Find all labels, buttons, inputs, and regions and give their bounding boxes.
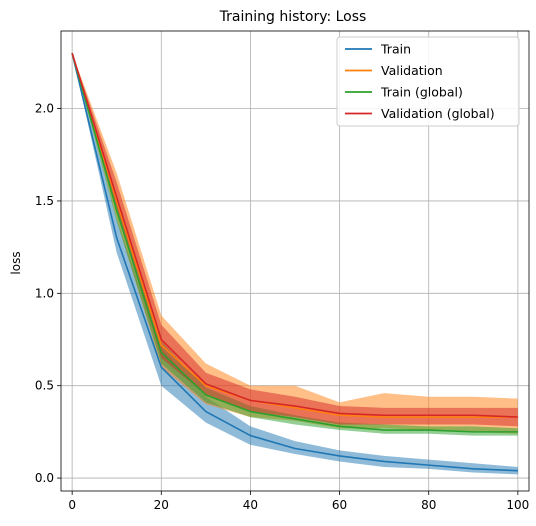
legend-label-train-global: Train (global) <box>380 85 463 100</box>
plot-frame <box>60 30 530 492</box>
x-tick-label: 0 <box>68 498 76 512</box>
y-tick-label: 0.0 <box>35 471 54 485</box>
x-tick-label: 60 <box>332 498 347 512</box>
series-lines <box>71 52 518 472</box>
y-axis-ticks: 0.0 0.5 1.0 1.5 2.0 <box>35 102 61 485</box>
train-line <box>71 52 518 472</box>
y-axis-label: loss <box>9 251 23 274</box>
x-tick-label: 100 <box>506 498 529 512</box>
chart-title: Training history: Loss <box>219 9 367 25</box>
y-tick-label: 1.0 <box>35 286 54 300</box>
y-tick-label: 2.0 <box>35 102 54 116</box>
legend-label-validation: Validation <box>381 63 443 78</box>
x-axis-ticks: 0 20 40 60 80 100 <box>68 491 529 512</box>
validation-line <box>71 52 518 418</box>
legend-box <box>336 36 520 127</box>
legend-label-train: Train <box>380 42 411 57</box>
legend-label-validation-global: Validation (global) <box>381 106 495 121</box>
train-global-line <box>71 52 518 433</box>
validation-global-line <box>71 52 518 418</box>
legend: Train Validation Train (global) Validation … <box>336 36 520 127</box>
y-tick-label: 1.5 <box>35 194 54 208</box>
x-tick-label: 40 <box>243 498 258 512</box>
x-tick-label: 80 <box>421 498 436 512</box>
y-tick-label: 0.5 <box>35 379 54 393</box>
x-tick-label: 20 <box>154 498 169 512</box>
